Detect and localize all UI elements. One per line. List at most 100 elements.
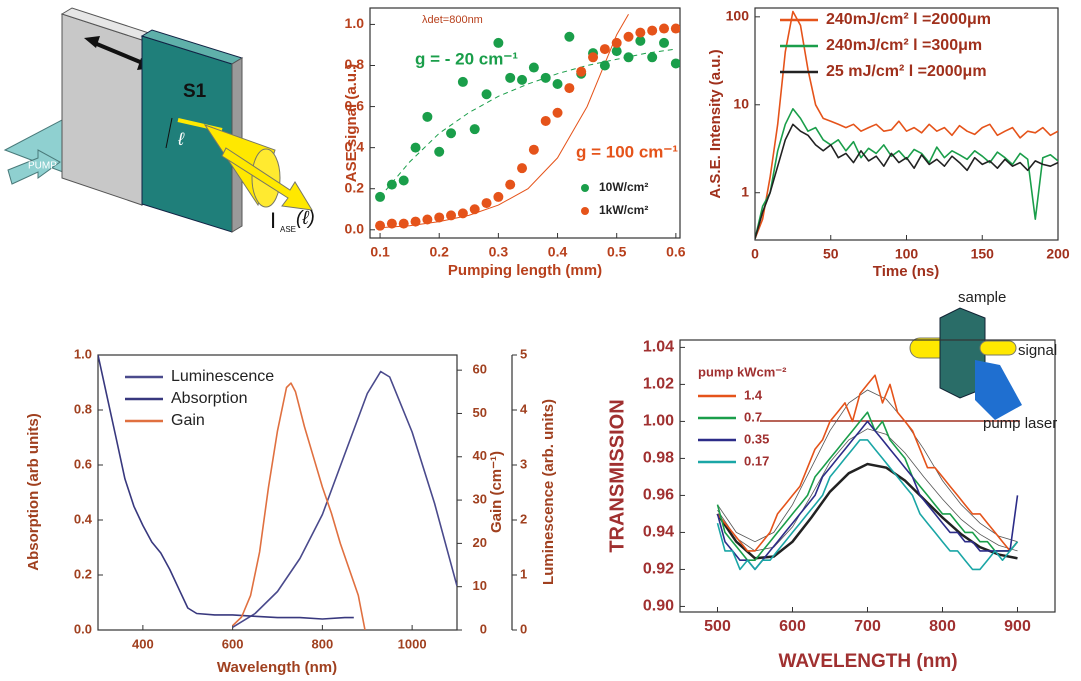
scatter-point: [375, 191, 386, 202]
y-tick-label: 0.90: [643, 598, 674, 615]
x-tick-label: 50: [823, 246, 839, 262]
scatter-point: [659, 37, 670, 48]
plot-area: [755, 10, 1058, 239]
series-line: [716, 374, 1019, 552]
y-axis-label: TRANSMISSION: [606, 399, 628, 552]
scatter-point: [481, 89, 492, 100]
scatter-point: [517, 74, 528, 85]
y-tick-label: 1.00: [643, 413, 674, 430]
y3-tick-label: 5: [520, 346, 527, 361]
y3-tick-label: 4: [520, 401, 528, 416]
double-arrow: [91, 40, 146, 66]
plot-area: [716, 374, 1019, 571]
scatter-point: [659, 23, 670, 34]
scatter-point: [410, 216, 421, 227]
legend-title: pump kWcm⁻²: [698, 364, 787, 379]
legend-label: Absorption: [171, 390, 248, 407]
annotation: λdet=800nm: [422, 14, 483, 26]
y-tick-label: 1.04: [643, 339, 674, 356]
legend-label: 240mJ/cm² l =300μm: [826, 37, 982, 54]
plot-frame: [369, 7, 681, 239]
pump-beam: [975, 360, 1022, 420]
y2-tick-label: 30: [473, 492, 487, 507]
series-line: [716, 411, 1019, 561]
x-tick-label: 800: [929, 618, 956, 635]
y-tick-label: 0.2: [345, 179, 365, 195]
plate-label: S1: [183, 81, 207, 102]
legend-label: 25 mJ/cm² l =2000μm: [826, 63, 987, 80]
x-tick-label: 0.1: [370, 244, 390, 260]
scatter-point: [434, 146, 445, 157]
legend-label: 1.4: [744, 387, 763, 402]
plot-area: [98, 355, 457, 630]
scatter-point: [647, 52, 658, 63]
y-tick-label: 1.02: [643, 376, 674, 393]
scatter-point: [635, 35, 646, 46]
y2-tick-label: 60: [473, 362, 487, 377]
y3-tick-label: 1: [520, 566, 527, 581]
annotation: g = 100 cm⁻¹: [576, 142, 678, 161]
x-tick-label: 700: [854, 618, 881, 635]
series-line: [716, 439, 1019, 571]
y-tick-label: 1.0: [74, 346, 92, 361]
scatter-point: [493, 191, 504, 202]
signal-beam-out: [979, 340, 1017, 356]
x-tick-label: 1000: [398, 636, 427, 651]
output-label-sub: ASE: [280, 225, 296, 234]
y-tick-label: 100: [726, 8, 750, 24]
annotation: signal: [1018, 342, 1057, 359]
legend-label: Gain: [171, 412, 205, 429]
scatter-point: [540, 115, 551, 126]
pump-arrow: [7, 149, 61, 185]
fit-curve: [717, 428, 1018, 552]
scatter-point: [386, 179, 397, 190]
x-tick-label: 0: [751, 246, 759, 262]
scatter-point: [670, 58, 680, 69]
scatter-point: [505, 179, 516, 190]
y-tick-label: 0.2: [74, 566, 92, 581]
legend-label: 10W/cm²: [599, 180, 648, 194]
scatter-point: [457, 76, 468, 87]
x-tick-label: 900: [1004, 618, 1031, 635]
y-tick-label: 0.8: [345, 56, 365, 72]
y2-tick-label: 20: [473, 535, 487, 550]
scatter-point: [469, 124, 480, 135]
arrow-head: [84, 36, 100, 48]
annotation: pump laser: [983, 415, 1057, 432]
y-tick-label: 0.0: [74, 621, 92, 636]
scatter-point: [623, 31, 634, 42]
y-tick-label: 0.8: [74, 401, 92, 416]
scatter-point: [481, 198, 492, 209]
scatter-point: [528, 62, 539, 73]
y-tick-label: 0.92: [643, 561, 674, 578]
y-tick-label: 0.6: [74, 456, 92, 471]
y2-tick-label: 50: [473, 405, 487, 420]
y-tick-label: 1: [741, 183, 749, 199]
y-tick-label: 10: [733, 95, 749, 111]
scatter-point: [540, 72, 551, 83]
y3-tick-label: 3: [520, 456, 527, 471]
x-tick-label: 0.3: [489, 244, 509, 260]
x-axis-label: Wavelength (nm): [217, 659, 337, 676]
scatter-point: [375, 220, 386, 231]
schematic: S1 PUMP ℓ I ASE (ℓ): [3, 7, 315, 234]
series-line: [232, 370, 457, 628]
scatter-point: [552, 107, 563, 118]
y2-tick-label: 10: [473, 578, 487, 593]
x-tick-label: 0.6: [666, 244, 686, 260]
y-axis-label: Absorption (arb units): [25, 413, 42, 571]
scatter-point: [670, 23, 680, 34]
legend-marker: [581, 207, 589, 215]
legend-label: 240mJ/cm² l =2000μm: [826, 11, 991, 28]
scatter-point: [517, 163, 528, 174]
x-axis-label: Pumping length (mm): [448, 262, 602, 279]
series-line: [755, 10, 1058, 239]
plot-frame: [97, 354, 458, 631]
y-tick-label: 1.0: [345, 15, 365, 31]
scatter-point: [446, 210, 457, 221]
y-tick-label: 0.4: [345, 138, 365, 154]
x-tick-label: 500: [704, 618, 731, 635]
y3-axis-label: Luminescence (arb. units): [540, 399, 557, 585]
fit-curve: [716, 462, 1018, 560]
